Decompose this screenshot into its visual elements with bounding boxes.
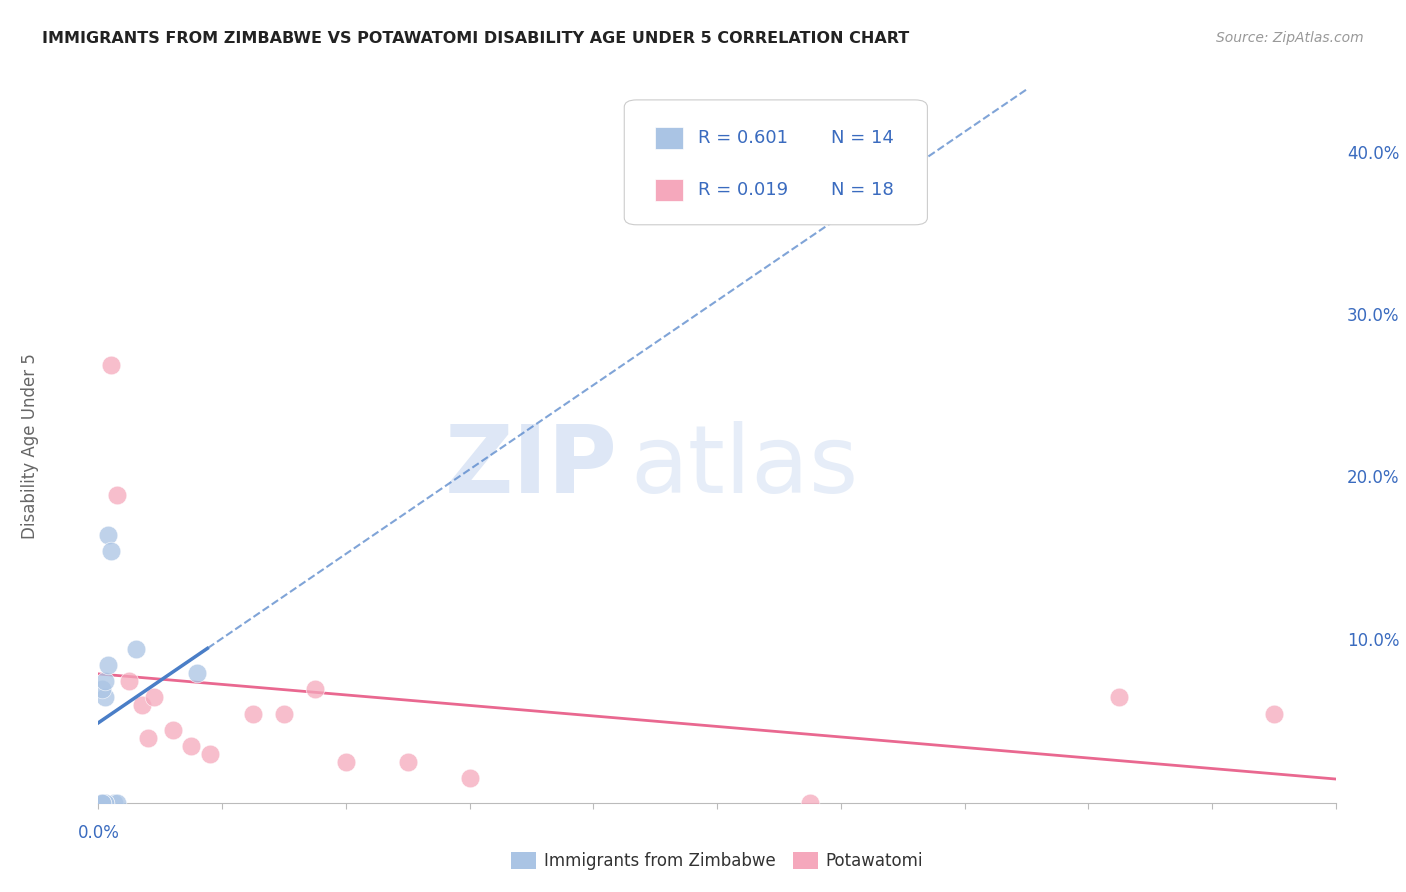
Point [124, 641, 146, 656]
Point [118, 674, 141, 689]
Point [93, 796, 115, 810]
Point [90, 796, 112, 810]
Point [304, 682, 326, 697]
Point [105, 796, 128, 810]
Point [90, 682, 112, 697]
Text: N = 18: N = 18 [831, 181, 894, 199]
Point [162, 723, 184, 737]
Text: 20.0%: 20.0% [1347, 469, 1399, 487]
Point [136, 731, 159, 745]
Point [103, 796, 125, 810]
Point [97, 657, 120, 672]
Legend: Immigrants from Zimbabwe, Potawatomi: Immigrants from Zimbabwe, Potawatomi [505, 845, 929, 877]
Point [799, 796, 821, 810]
Text: 40.0%: 40.0% [1347, 145, 1399, 163]
Text: IMMIGRANTS FROM ZIMBABWE VS POTAWATOMI DISABILITY AGE UNDER 5 CORRELATION CHART: IMMIGRANTS FROM ZIMBABWE VS POTAWATOMI D… [42, 31, 910, 46]
FancyBboxPatch shape [655, 178, 683, 202]
Text: Disability Age Under 5: Disability Age Under 5 [21, 353, 39, 539]
Text: 30.0%: 30.0% [1347, 307, 1399, 326]
Point [143, 690, 166, 705]
Text: R = 0.019: R = 0.019 [697, 181, 787, 199]
Text: atlas: atlas [630, 421, 859, 514]
Point [93, 796, 115, 810]
Text: Source: ZipAtlas.com: Source: ZipAtlas.com [1216, 31, 1364, 45]
Point [93, 674, 115, 689]
Point [1263, 706, 1285, 721]
Point [396, 756, 419, 770]
Point [198, 747, 221, 761]
Text: 10.0%: 10.0% [1347, 632, 1399, 649]
FancyBboxPatch shape [624, 100, 928, 225]
FancyBboxPatch shape [655, 127, 683, 150]
Point [458, 772, 481, 786]
Text: R = 0.601: R = 0.601 [697, 129, 787, 147]
Point [97, 528, 120, 542]
Point [1108, 690, 1130, 705]
Point [242, 706, 264, 721]
Point [90, 796, 112, 810]
Point [100, 544, 122, 558]
Point [186, 666, 208, 681]
Text: N = 14: N = 14 [831, 129, 894, 147]
Text: ZIP: ZIP [446, 421, 619, 514]
Point [93, 690, 115, 705]
Point [180, 739, 202, 753]
Point [100, 358, 122, 372]
Point [273, 706, 295, 721]
Point [131, 698, 153, 713]
Text: 0.0%: 0.0% [77, 824, 120, 842]
Point [105, 488, 128, 502]
Point [335, 756, 357, 770]
